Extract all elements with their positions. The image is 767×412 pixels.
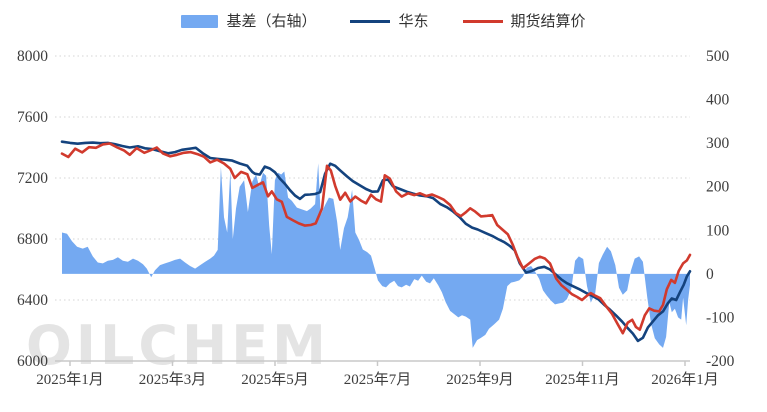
- left-axis-tick-label: 6000: [17, 353, 48, 370]
- chart-legend: 基差（右轴） 华东 期货结算价: [0, 14, 767, 29]
- right-axis-tick-label: 400: [706, 92, 730, 109]
- huadong-line-swatch-icon: [350, 20, 391, 23]
- left-axis-tick-label: 6800: [17, 231, 48, 248]
- legend-label-futures: 期货结算价: [510, 13, 586, 30]
- x-axis-tick-label: 2025年5月: [241, 371, 309, 388]
- x-axis-tick-label: 2025年11月: [545, 371, 619, 388]
- x-axis-tick-label: 2026年1月: [651, 371, 719, 388]
- left-axis-tick-label: 6400: [17, 292, 48, 309]
- right-axis-tick-label: 200: [706, 179, 730, 196]
- left-axis-tick-label: 8000: [17, 48, 48, 65]
- x-axis-tick-label: 2025年7月: [344, 371, 412, 388]
- legend-item-futures[interactable]: 期货结算价: [462, 13, 586, 30]
- legend-item-huadong[interactable]: 华东: [350, 13, 429, 30]
- x-axis-tick-label: 2025年3月: [139, 371, 207, 388]
- oilchem-watermark: OILCHEM: [26, 314, 330, 377]
- left-axis-tick-label: 7600: [17, 109, 48, 126]
- legend-label-huadong: 华东: [398, 13, 429, 30]
- futures-line-swatch-icon: [462, 20, 503, 23]
- legend-item-basis[interactable]: 基差（右轴）: [181, 14, 316, 29]
- futures-line-series: [60, 142, 692, 335]
- right-axis-tick-label: -100: [706, 309, 735, 326]
- x-axis-tick-label: 2025年1月: [36, 371, 104, 388]
- right-axis-tick-label: 300: [706, 135, 730, 152]
- right-axis-tick-label: -200: [706, 353, 735, 370]
- legend-label-basis: 基差（右轴）: [226, 13, 317, 30]
- huadong-line-series: [60, 140, 692, 343]
- x-axis-tick-label: 2025年9月: [446, 371, 514, 388]
- basis-area-swatch-icon: [181, 15, 219, 28]
- right-axis-tick-label: 500: [706, 48, 730, 65]
- left-axis-tick-label: 7200: [17, 170, 48, 187]
- right-axis-tick-label: 0: [706, 266, 714, 283]
- right-axis-tick-label: 100: [706, 222, 730, 239]
